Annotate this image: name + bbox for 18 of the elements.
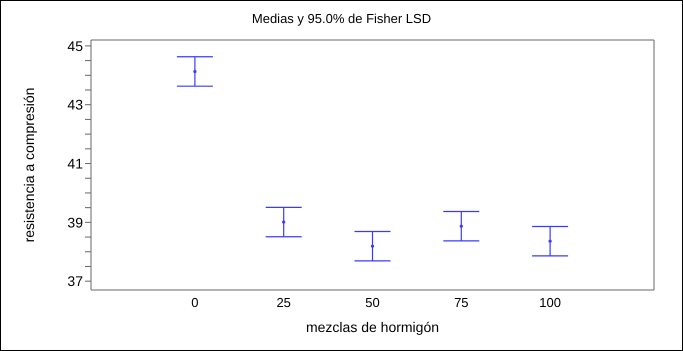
- point: [282, 220, 286, 224]
- x-tick-label: 0: [191, 295, 199, 310]
- point: [548, 240, 552, 243]
- y-axis-title: resistencia a compresión: [20, 88, 37, 242]
- x-tick-label: 25: [276, 295, 291, 310]
- point: [193, 70, 196, 74]
- x-tick-label: 75: [454, 295, 469, 310]
- y-tick-label: 45: [67, 38, 84, 54]
- y-tick-label: 39: [67, 214, 84, 230]
- y-tick-label: 43: [67, 96, 84, 113]
- x-tick-label: 50: [365, 295, 380, 310]
- y-tick-label: 37: [67, 273, 84, 290]
- chart-title: Medias y 95.0% de Fisher LSD: [250, 11, 432, 26]
- point: [370, 244, 374, 248]
- y-tick-label: 41: [67, 156, 84, 172]
- x-tick-label: 100: [539, 295, 561, 310]
- point: [460, 224, 463, 228]
- x-axis-title: mezclas de hormigón: [306, 319, 440, 335]
